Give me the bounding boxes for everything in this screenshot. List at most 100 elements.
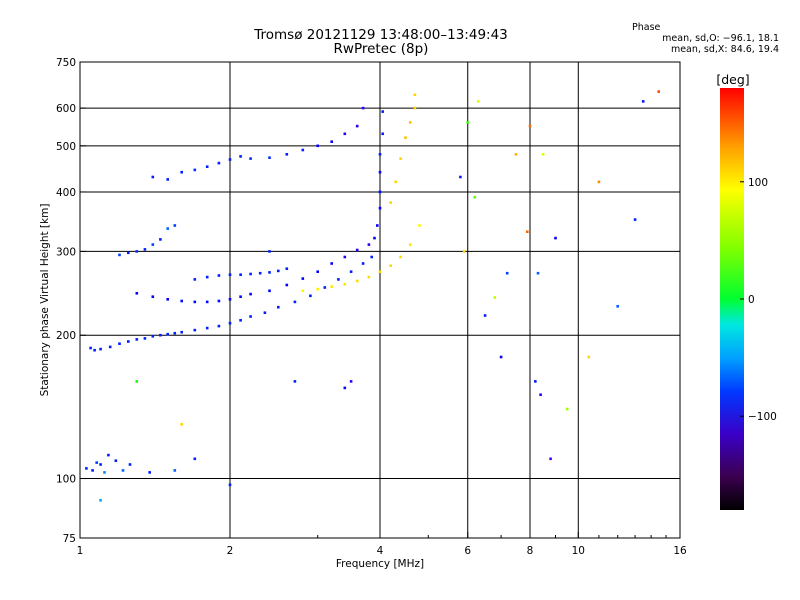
- data-point: [95, 461, 98, 464]
- data-point: [91, 469, 94, 472]
- data-point: [459, 175, 462, 179]
- data-point: [228, 298, 232, 301]
- data-point: [249, 315, 252, 318]
- data-point: [277, 305, 280, 309]
- data-point: [148, 471, 151, 474]
- data-point: [526, 230, 529, 233]
- data-point: [127, 340, 130, 343]
- data-point: [193, 168, 197, 172]
- data-point: [205, 165, 209, 168]
- data-point: [249, 272, 252, 276]
- data-point: [193, 300, 197, 304]
- data-point: [180, 299, 183, 303]
- data-point: [103, 471, 106, 474]
- data-point: [473, 195, 477, 199]
- data-point: [355, 248, 359, 252]
- data-point: [239, 319, 242, 322]
- data-point: [361, 262, 365, 265]
- data-point: [378, 153, 382, 156]
- x-mode-stats: mean, sd,X: 84.6, 19.4: [670, 44, 779, 55]
- data-point: [159, 238, 162, 241]
- data-point: [135, 250, 139, 253]
- data-point: [355, 279, 359, 283]
- y-tick-label: 750: [56, 57, 76, 69]
- data-point: [114, 459, 118, 462]
- x-axis-ticks: 1 2 4 6 8 10 16: [77, 532, 687, 557]
- x-tick-label: 16: [673, 545, 687, 557]
- data-point: [330, 285, 333, 288]
- data-point: [143, 248, 147, 251]
- data-point: [323, 286, 327, 289]
- data-point: [217, 161, 221, 165]
- data-point: [565, 407, 569, 411]
- data-point: [367, 243, 371, 246]
- x-tick-label: 10: [572, 545, 585, 557]
- data-point: [118, 253, 121, 257]
- colorbar-ticks: 100 0 −100: [740, 177, 777, 423]
- chart-subtitle: RwPretec (8p): [333, 41, 429, 57]
- data-point: [293, 380, 297, 383]
- data-point: [477, 100, 480, 103]
- data-point: [93, 348, 96, 352]
- x-tick-label: 6: [464, 545, 471, 557]
- data-point: [343, 282, 347, 286]
- o-mode-stats: mean, sd,O: −96.1, 18.1: [662, 33, 779, 44]
- data-point: [587, 355, 591, 359]
- data-point: [462, 250, 466, 253]
- y-tick-label: 600: [56, 103, 76, 115]
- data-point: [499, 355, 503, 359]
- data-point: [193, 278, 197, 281]
- data-point: [249, 292, 252, 296]
- data-point: [128, 463, 132, 466]
- data-point: [159, 333, 162, 337]
- data-point: [361, 106, 365, 110]
- data-point: [180, 423, 183, 426]
- data-point: [285, 283, 289, 287]
- y-tick-label: 100: [56, 474, 76, 486]
- data-point: [285, 153, 289, 156]
- data-point: [349, 380, 353, 383]
- data-point: [370, 255, 373, 259]
- data-point: [389, 264, 392, 267]
- data-point: [166, 178, 169, 181]
- data-point: [381, 132, 384, 136]
- data-point: [99, 463, 102, 466]
- colorbar-tick-label: 0: [748, 294, 755, 306]
- data-point: [135, 380, 139, 383]
- phase-stats-heading: Phase: [632, 22, 661, 33]
- y-tick-label: 500: [56, 141, 76, 153]
- data-point: [99, 499, 102, 502]
- data-point: [121, 469, 125, 472]
- data-point: [249, 157, 252, 160]
- data-point: [301, 277, 305, 280]
- data-point: [108, 345, 112, 349]
- data-point: [349, 270, 353, 273]
- data-point: [399, 157, 402, 160]
- data-point: [483, 314, 487, 317]
- data-point: [343, 132, 347, 136]
- data-point: [127, 251, 130, 255]
- data-point: [343, 386, 347, 390]
- data-point: [376, 224, 379, 227]
- data-point: [89, 346, 92, 350]
- data-point: [143, 337, 147, 340]
- y-tick-label: 300: [56, 246, 76, 258]
- data-point: [493, 296, 497, 299]
- data-point: [514, 153, 518, 156]
- data-point: [173, 469, 177, 472]
- data-point: [85, 467, 88, 470]
- data-point: [118, 342, 121, 345]
- colorbar-label: [deg]: [716, 72, 749, 87]
- data-point: [239, 273, 242, 276]
- data-point: [549, 457, 552, 461]
- x-tick-label: 1: [77, 545, 84, 557]
- x-axis-label: Frequency [MHz]: [336, 558, 424, 570]
- data-point: [597, 180, 601, 184]
- data-point: [541, 153, 545, 156]
- data-point: [378, 270, 382, 273]
- data-point: [166, 227, 169, 230]
- data-point: [99, 347, 102, 351]
- data-point: [268, 271, 271, 274]
- data-point: [239, 295, 242, 298]
- data-point: [107, 453, 110, 457]
